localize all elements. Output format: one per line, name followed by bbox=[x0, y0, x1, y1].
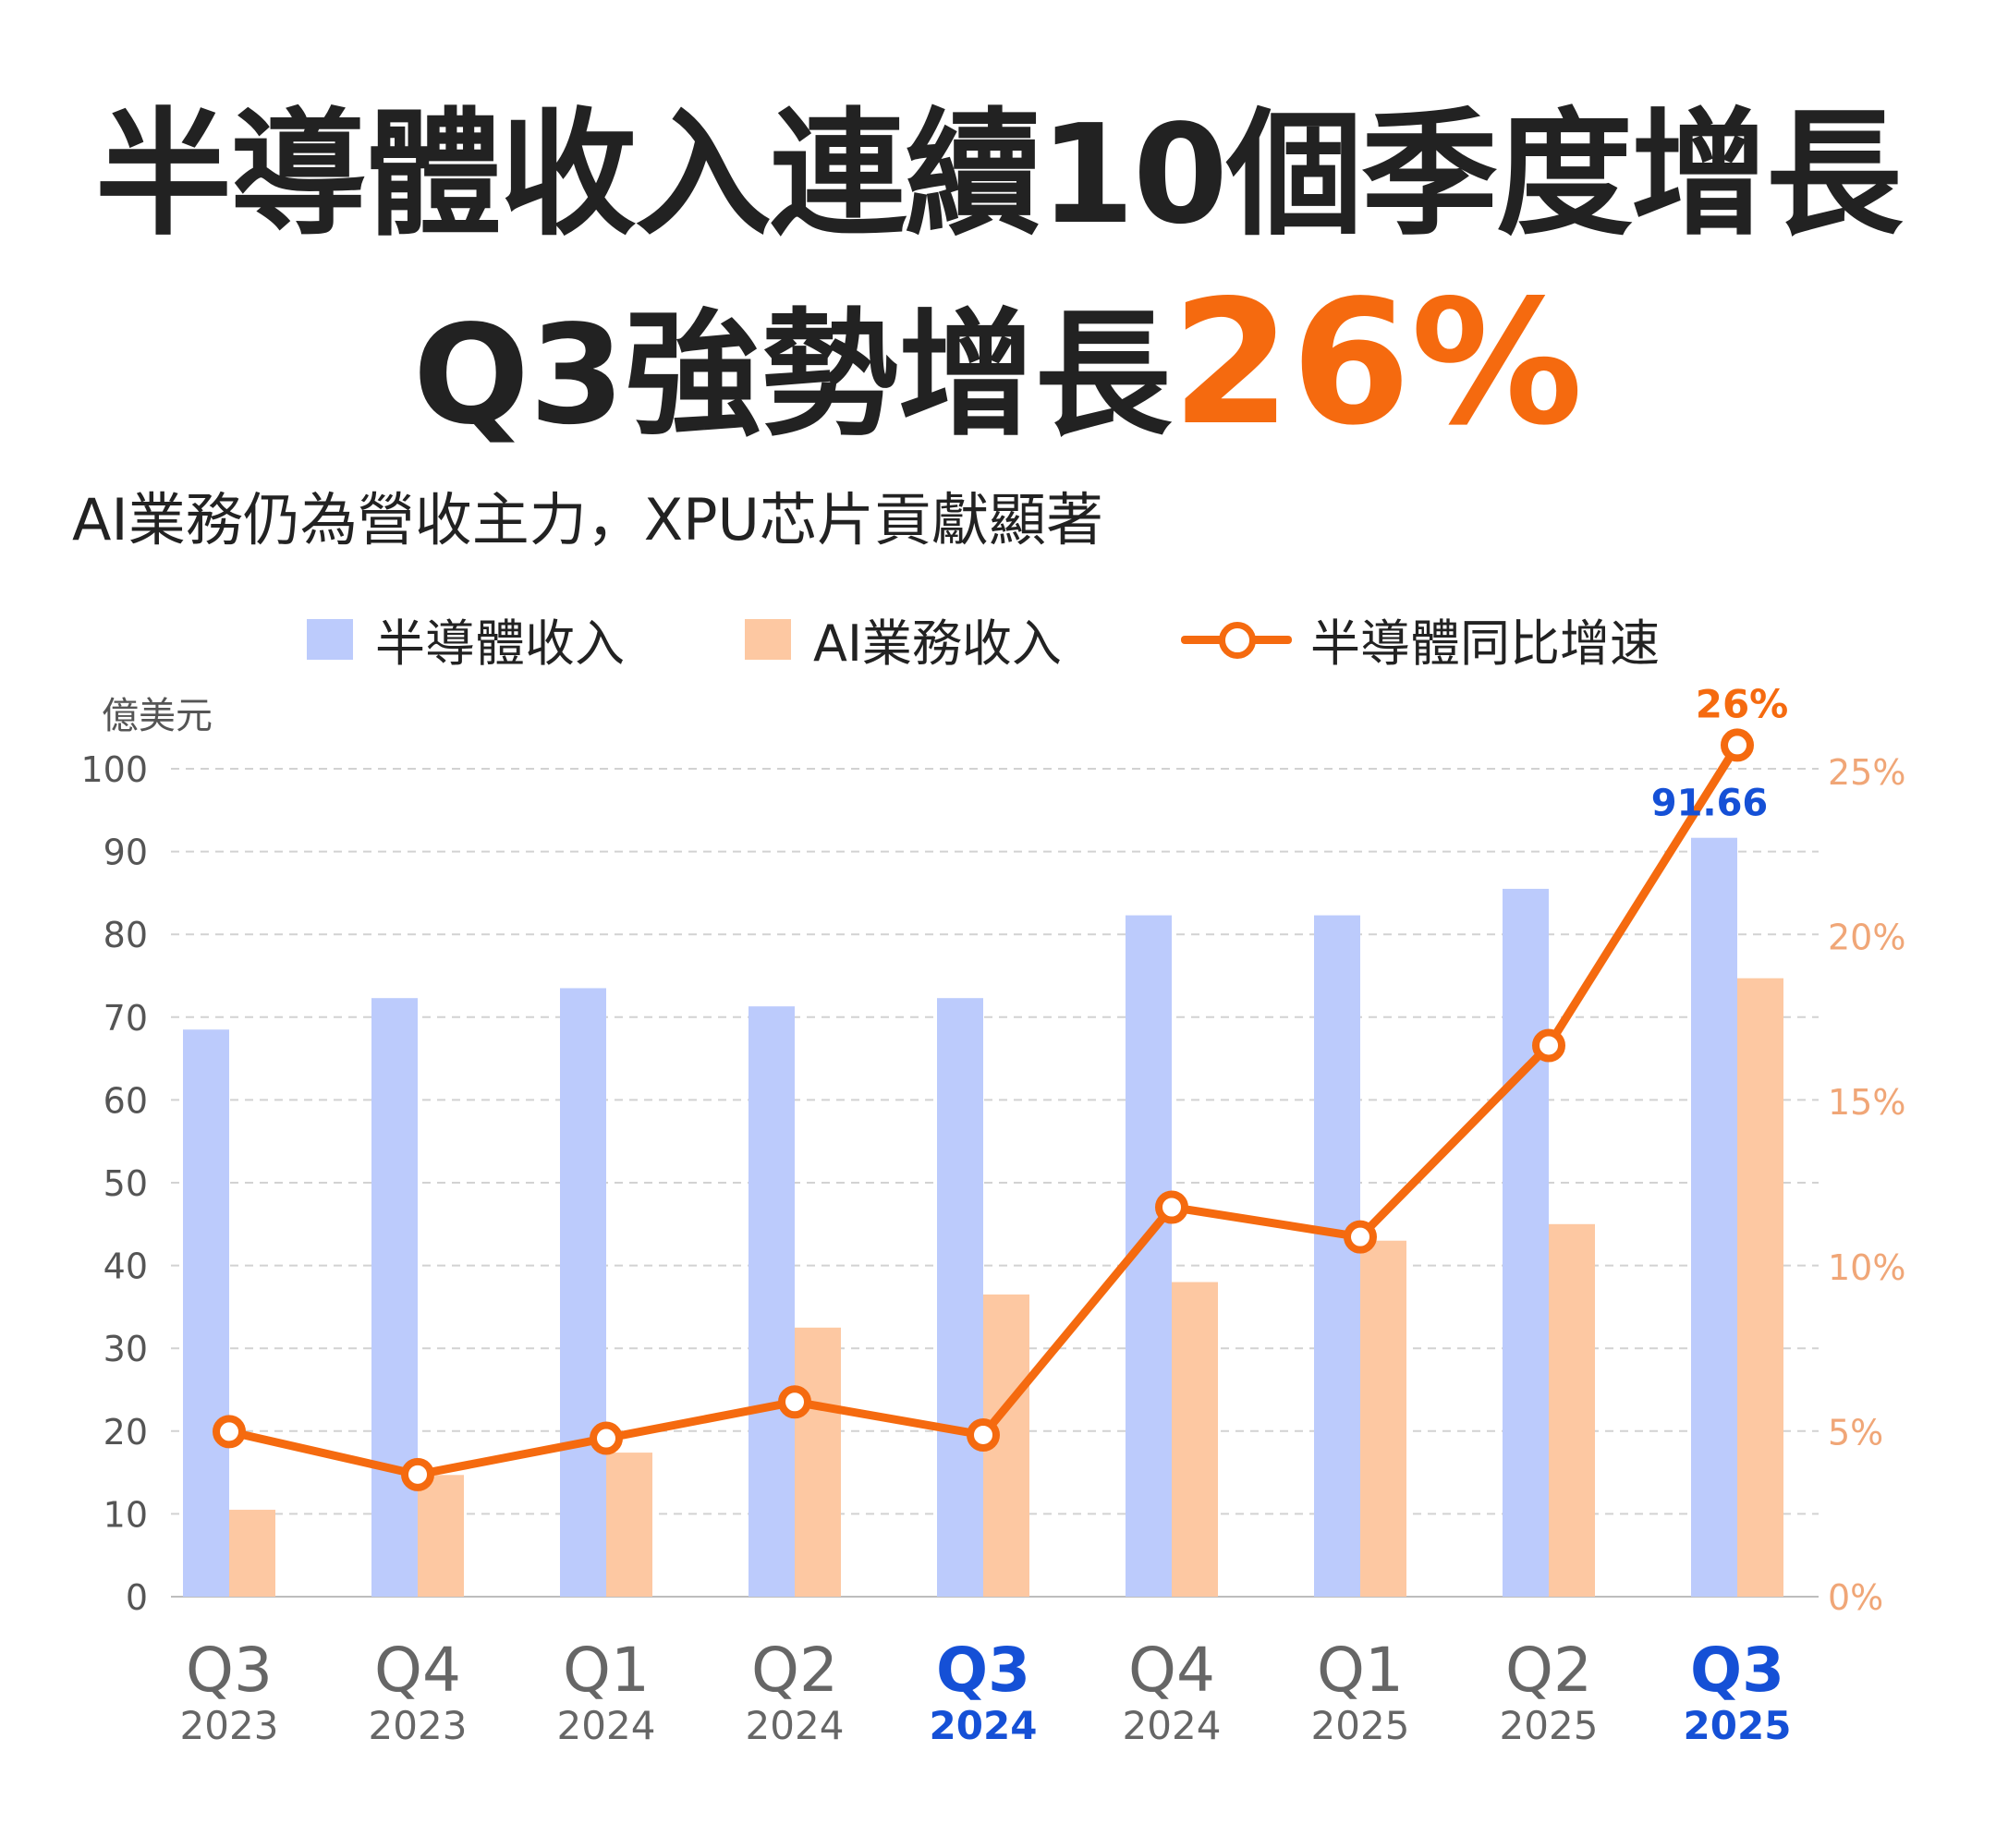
y-tick-label: 90 bbox=[103, 833, 148, 873]
x-tick-year: 2025 bbox=[1500, 1703, 1599, 1748]
growth-point bbox=[401, 1457, 434, 1491]
growth-point bbox=[1532, 1028, 1565, 1063]
y-tick-label: 100 bbox=[80, 749, 148, 790]
x-tick-quarter: Q3 bbox=[186, 1635, 273, 1706]
legend: 半導體收入 AI業務收入 半導體同比增速 bbox=[0, 602, 1996, 673]
y-tick-label: 20 bbox=[103, 1412, 148, 1453]
growth-series bbox=[213, 728, 1754, 1491]
y-tick-label: 60 bbox=[103, 1080, 148, 1121]
legend-swatch-semi bbox=[307, 618, 353, 660]
bar-semi bbox=[1691, 837, 1737, 1597]
legend-swatch-ai bbox=[745, 618, 791, 660]
growth-point bbox=[213, 1415, 246, 1449]
x-tick-year: 2024 bbox=[930, 1703, 1038, 1748]
legend-label-ai: AI業務收入 bbox=[813, 614, 1062, 673]
y-axis-ticks: 0 10 20 30 40 50 60 70 80 90 100 bbox=[80, 749, 148, 1618]
data-label-growth: 26% bbox=[1696, 681, 1789, 726]
bar-ai bbox=[795, 1327, 841, 1597]
growth-point bbox=[778, 1385, 811, 1419]
title-prefix: Q3強勢增長 bbox=[413, 296, 1172, 455]
x-tick-quarter: Q4 bbox=[374, 1635, 461, 1706]
legend-swatch-growth bbox=[1181, 619, 1292, 660]
y-tick-label: 10 bbox=[103, 1494, 148, 1535]
x-tick-year: 2023 bbox=[369, 1703, 468, 1748]
bars-semi bbox=[183, 837, 1737, 1597]
chart-title-line2: Q3強勢增長26% bbox=[0, 277, 1996, 449]
bar-semi bbox=[1314, 915, 1360, 1597]
chart-subtitle: AI業務仍為營收主力，XPU芯片貢獻顯著 bbox=[72, 486, 1103, 553]
x-tick-year: 2024 bbox=[746, 1703, 845, 1748]
y2-axis-ticks: 0% 5% 10% 15% 20% 25% bbox=[1828, 752, 1905, 1618]
y2-tick-label: 0% bbox=[1828, 1577, 1883, 1618]
x-tick-quarter: Q4 bbox=[1128, 1635, 1215, 1706]
x-tick-quarter: Q1 bbox=[563, 1635, 650, 1706]
y-axis-unit: 億美元 bbox=[102, 695, 213, 737]
x-tick-quarter: Q1 bbox=[1317, 1635, 1404, 1706]
bar-semi bbox=[1503, 888, 1549, 1597]
title-highlight: 26% bbox=[1171, 262, 1583, 463]
y2-tick-label: 20% bbox=[1828, 918, 1905, 958]
y-tick-label: 40 bbox=[103, 1246, 148, 1287]
legend-item-semi: 半導體收入 bbox=[307, 602, 625, 675]
x-tick-year: 2023 bbox=[180, 1703, 279, 1748]
y2-tick-label: 10% bbox=[1828, 1247, 1905, 1288]
y-tick-label: 0 bbox=[126, 1577, 148, 1618]
x-tick-year: 2024 bbox=[557, 1703, 656, 1748]
x-tick-quarter: Q2 bbox=[1505, 1635, 1592, 1706]
bar-semi bbox=[748, 1006, 795, 1597]
growth-point bbox=[1155, 1190, 1188, 1224]
bar-ai bbox=[418, 1475, 464, 1597]
bar-ai bbox=[1737, 978, 1783, 1597]
legend-label-semi: 半導體收入 bbox=[375, 614, 625, 673]
bar-ai bbox=[606, 1453, 652, 1597]
bar-ai bbox=[1549, 1223, 1595, 1597]
y2-tick-label: 5% bbox=[1828, 1412, 1883, 1453]
y-tick-label: 80 bbox=[103, 915, 148, 955]
data-label-semi: 91.66 bbox=[1651, 783, 1769, 825]
bar-ai bbox=[1172, 1282, 1218, 1597]
y2-tick-label: 25% bbox=[1828, 752, 1905, 793]
x-tick-year: 2025 bbox=[1311, 1703, 1410, 1748]
bar-semi bbox=[371, 998, 418, 1597]
bar-semi bbox=[937, 998, 983, 1597]
bar-ai bbox=[229, 1509, 275, 1597]
growth-point bbox=[590, 1421, 623, 1455]
chart-title: 半導體收入連續10個季度增長 bbox=[95, 95, 1903, 254]
x-tick-year: 2024 bbox=[1123, 1703, 1222, 1748]
y-tick-label: 50 bbox=[103, 1163, 148, 1204]
x-tick-quarter: Q2 bbox=[751, 1635, 838, 1706]
x-tick-quarter: Q3 bbox=[936, 1635, 1030, 1706]
x-axis-ticks: Q32023Q42023Q12024Q22024Q32024Q42024Q120… bbox=[180, 1635, 1792, 1748]
bars-ai bbox=[229, 978, 1783, 1597]
x-tick-quarter: Q3 bbox=[1690, 1635, 1784, 1706]
y-tick-label: 70 bbox=[103, 998, 148, 1039]
y-tick-label: 30 bbox=[103, 1329, 148, 1369]
bar-semi bbox=[183, 1029, 229, 1597]
growth-point bbox=[1344, 1220, 1377, 1254]
growth-point bbox=[967, 1417, 1000, 1452]
legend-item-growth: 半導體同比增速 bbox=[1181, 602, 1660, 675]
bar-ai bbox=[1360, 1240, 1406, 1597]
data-labels: 91.66 26% bbox=[1651, 681, 1789, 824]
y2-tick-label: 15% bbox=[1828, 1082, 1905, 1123]
legend-label-growth: 半導體同比增速 bbox=[1310, 614, 1660, 673]
bar-semi bbox=[560, 988, 606, 1597]
legend-item-ai: AI業務收入 bbox=[745, 602, 1062, 675]
growth-point bbox=[1721, 728, 1754, 762]
x-tick-year: 2025 bbox=[1684, 1703, 1792, 1748]
